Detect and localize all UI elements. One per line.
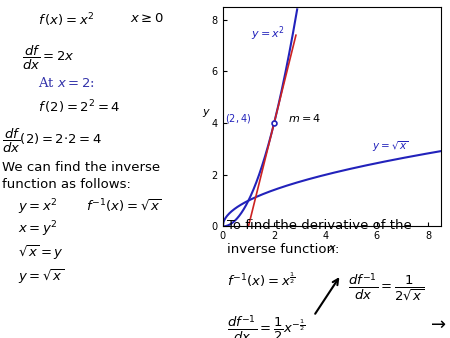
Text: $\sqrt{x}=y$: $\sqrt{x}=y$	[18, 243, 64, 262]
Text: $x=y^2$: $x=y^2$	[18, 220, 58, 239]
X-axis label: x: x	[328, 243, 335, 253]
Text: $\dfrac{df^{-1}}{dx}=\dfrac{1}{2\sqrt{x}}$: $\dfrac{df^{-1}}{dx}=\dfrac{1}{2\sqrt{x}…	[348, 271, 424, 303]
Text: $(2,4)$: $(2,4)$	[225, 112, 252, 125]
Text: To find the derivative of the: To find the derivative of the	[227, 219, 412, 232]
Text: $f^{-1}(x)=\sqrt{x}$: $f^{-1}(x)=\sqrt{x}$	[86, 198, 161, 215]
Text: function as follows:: function as follows:	[2, 178, 131, 191]
Text: $y=\sqrt{x}$: $y=\sqrt{x}$	[18, 267, 64, 286]
Text: $f^{-1}(x)=x^{\frac{1}{2}}$: $f^{-1}(x)=x^{\frac{1}{2}}$	[227, 271, 296, 289]
Text: $y=\sqrt{x}$: $y=\sqrt{x}$	[372, 140, 408, 154]
Text: At $x=2$:: At $x=2$:	[38, 76, 95, 90]
Text: $y=x^2$: $y=x^2$	[18, 198, 58, 217]
Text: $\dfrac{df}{dx}=2x$: $\dfrac{df}{dx}=2x$	[22, 44, 75, 72]
Text: $x\geq 0$: $x\geq 0$	[130, 12, 164, 25]
Text: We can find the inverse: We can find the inverse	[2, 161, 160, 173]
Text: $f\,(x)=x^2$: $f\,(x)=x^2$	[38, 12, 95, 29]
Text: $\dfrac{df}{dx}(2)=2{\cdot}2=4$: $\dfrac{df}{dx}(2)=2{\cdot}2=4$	[2, 127, 102, 155]
Text: $\rightarrow$: $\rightarrow$	[427, 315, 447, 333]
Text: $f\,(2)=2^2=4$: $f\,(2)=2^2=4$	[38, 98, 121, 116]
Y-axis label: y: y	[203, 106, 209, 117]
Text: $m=4$: $m=4$	[288, 112, 321, 124]
Text: inverse function:: inverse function:	[227, 243, 340, 256]
Text: $\dfrac{df^{-1}}{dx}=\dfrac{1}{2}x^{-\frac{1}{2}}$: $\dfrac{df^{-1}}{dx}=\dfrac{1}{2}x^{-\fr…	[227, 314, 306, 338]
Text: $y= x^2$: $y= x^2$	[251, 25, 285, 44]
